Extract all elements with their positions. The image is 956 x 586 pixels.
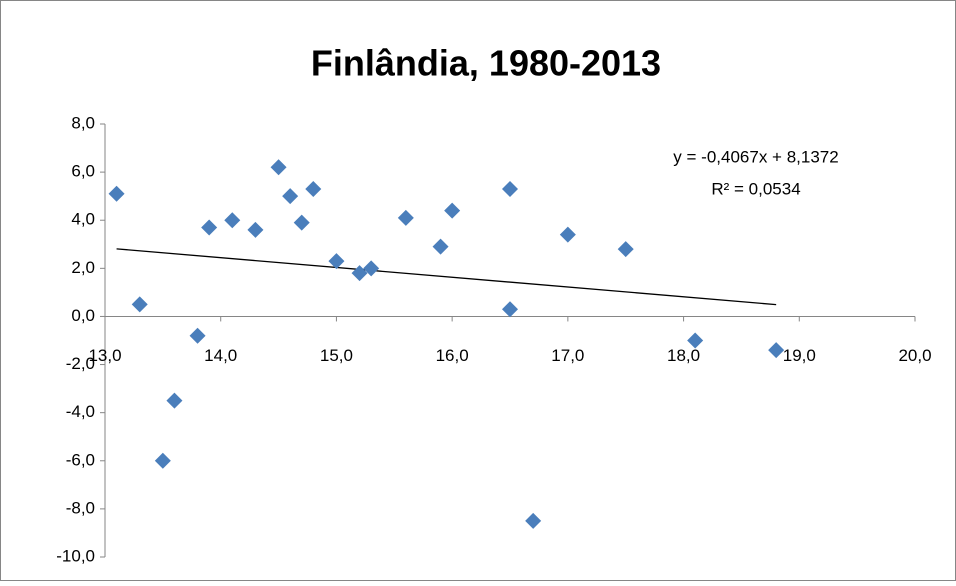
point: [351, 265, 368, 282]
point: [432, 238, 449, 255]
y-tick-label: -2,0: [66, 354, 95, 373]
point: [444, 202, 461, 219]
point: [224, 212, 241, 229]
point: [154, 452, 171, 469]
y-tick-label: 8,0: [71, 113, 95, 132]
point: [247, 221, 264, 238]
x-tick-label: 19,0: [783, 346, 816, 365]
point: [189, 327, 206, 344]
y-tick-label: 0,0: [71, 306, 95, 325]
point: [201, 219, 218, 236]
y-tick-label: -4,0: [66, 402, 95, 421]
y-tick-label: -6,0: [66, 450, 95, 469]
point: [108, 185, 125, 202]
point: [363, 260, 380, 277]
x-tick-label: 18,0: [667, 346, 700, 365]
x-tick-label: 14,0: [204, 346, 237, 365]
point: [166, 392, 183, 409]
y-tick-label: -8,0: [66, 498, 95, 517]
x-tick-label: 13,0: [88, 346, 121, 365]
point: [502, 180, 518, 197]
point: [131, 296, 148, 313]
trend-r2: R² = 0,0534: [711, 179, 800, 198]
x-tick-label: 20,0: [898, 346, 931, 365]
chart-title: Finlândia, 1980-2013: [311, 43, 661, 84]
y-tick-label: -10,0: [56, 546, 95, 565]
y-tick-label: 6,0: [71, 162, 95, 181]
x-tick-label: 17,0: [551, 346, 584, 365]
point: [397, 209, 414, 226]
point: [282, 188, 299, 205]
x-tick-label: 16,0: [436, 346, 469, 365]
point: [559, 226, 576, 243]
point: [305, 180, 322, 197]
point: [328, 253, 345, 270]
x-tick-label: 15,0: [320, 346, 353, 365]
point: [525, 512, 542, 529]
trend-equation: y = -0,4067x + 8,1372: [673, 147, 838, 166]
point: [768, 342, 785, 359]
trendline: [116, 248, 777, 306]
point: [293, 214, 310, 231]
point: [270, 159, 287, 176]
point: [687, 332, 704, 349]
y-tick-label: 4,0: [71, 210, 95, 229]
point: [502, 301, 518, 318]
y-tick-label: 2,0: [71, 258, 95, 277]
point: [617, 241, 634, 258]
